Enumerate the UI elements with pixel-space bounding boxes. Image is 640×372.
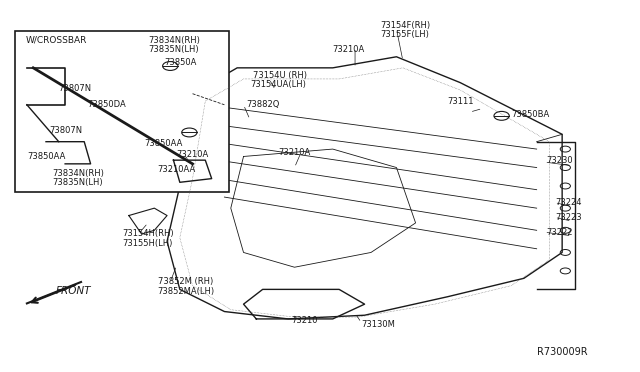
Text: 73210A: 73210A bbox=[278, 148, 311, 157]
Text: 73154H(RH): 73154H(RH) bbox=[122, 230, 174, 238]
Text: R730009R: R730009R bbox=[537, 347, 588, 357]
Text: 73154F(RH): 73154F(RH) bbox=[381, 21, 431, 30]
Text: 73850DA: 73850DA bbox=[88, 100, 126, 109]
Text: 73224: 73224 bbox=[556, 198, 582, 207]
Text: 73850BA: 73850BA bbox=[511, 109, 549, 119]
Text: 73210: 73210 bbox=[291, 316, 318, 325]
Text: 73210AA: 73210AA bbox=[157, 165, 196, 174]
Text: 73210A: 73210A bbox=[177, 150, 209, 159]
Text: 73834N(RH): 73834N(RH) bbox=[148, 36, 200, 45]
Text: 73850AA: 73850AA bbox=[145, 139, 183, 148]
Text: 73155F(LH): 73155F(LH) bbox=[381, 30, 429, 39]
Bar bbox=[15, 31, 229, 192]
Text: 73852M (RH): 73852M (RH) bbox=[157, 278, 212, 286]
Text: 73807N: 73807N bbox=[49, 126, 83, 135]
Text: 73882Q: 73882Q bbox=[246, 100, 280, 109]
Text: 73834N(RH): 73834N(RH) bbox=[52, 169, 104, 177]
Text: 73130M: 73130M bbox=[362, 320, 396, 329]
Text: 73852MA(LH): 73852MA(LH) bbox=[157, 287, 214, 296]
Text: 73835N(LH): 73835N(LH) bbox=[148, 45, 198, 54]
Text: FRONT: FRONT bbox=[56, 286, 91, 296]
Text: 73230: 73230 bbox=[546, 155, 573, 165]
Text: 73111: 73111 bbox=[447, 97, 474, 106]
Text: 73222: 73222 bbox=[546, 228, 573, 237]
Text: 73154U (RH): 73154U (RH) bbox=[253, 71, 307, 80]
Text: 73850AA: 73850AA bbox=[27, 152, 65, 161]
Text: 73223: 73223 bbox=[556, 213, 582, 222]
Text: 73835N(LH): 73835N(LH) bbox=[52, 178, 103, 187]
Text: 73210A: 73210A bbox=[333, 45, 365, 54]
Text: 73154UA(LH): 73154UA(LH) bbox=[250, 80, 306, 89]
Text: W/CROSSBAR: W/CROSSBAR bbox=[26, 36, 87, 45]
Text: 73155H(LH): 73155H(LH) bbox=[122, 239, 173, 248]
Text: 73807N: 73807N bbox=[59, 84, 92, 93]
Text: 73850A: 73850A bbox=[164, 58, 196, 67]
